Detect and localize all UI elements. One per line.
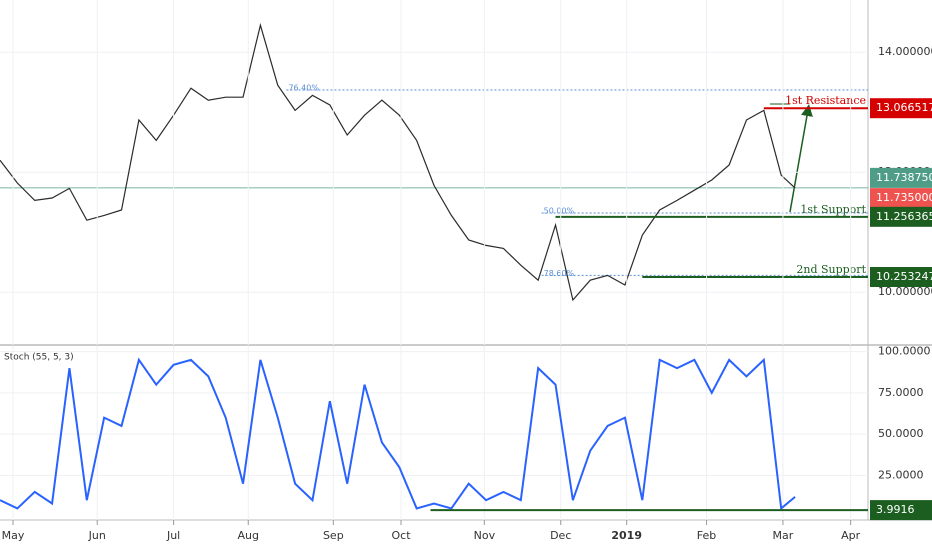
y-tick-label: 10.000000 xyxy=(878,285,932,298)
fib-label: 76.40% xyxy=(288,84,319,93)
level-label: 1st Resistance xyxy=(785,94,866,107)
x-tick-label: Aug xyxy=(238,529,259,542)
y-tick-label: 25.0000 xyxy=(878,468,924,481)
level-tag-label: 10.253247 xyxy=(876,270,932,283)
series-line xyxy=(0,357,796,511)
x-tick-label: Nov xyxy=(474,529,496,542)
y-tick-label: 75.0000 xyxy=(878,386,924,399)
y-tick-label: 14.000000 xyxy=(878,45,932,58)
level-tag xyxy=(870,267,932,288)
indicator-title: Stoch (55, 5, 3) xyxy=(4,353,74,363)
fib-label: 50.00% xyxy=(544,207,575,216)
level-label: 1st Support xyxy=(800,203,866,216)
series-line xyxy=(0,22,796,302)
x-tick-label: May xyxy=(2,529,25,542)
projection-arrow xyxy=(789,104,813,213)
fib-label: 78.60% xyxy=(544,269,575,278)
level-tag-label: 13.066517 xyxy=(876,101,932,114)
x-tick-label: Sep xyxy=(323,529,344,542)
x-tick-label: Apr xyxy=(841,529,861,542)
price-tag xyxy=(870,167,932,188)
level-label: 2nd Support xyxy=(796,263,866,276)
x-tick-label: Mar xyxy=(773,529,794,542)
x-tick-label: Jul xyxy=(166,529,180,542)
x-tick-label: Feb xyxy=(697,529,716,542)
x-tick-label: Oct xyxy=(392,529,412,542)
price-tag-label: 11.735000 xyxy=(876,191,932,204)
x-tick-label: Jun xyxy=(88,529,106,542)
level-tag-label: 11.256365 xyxy=(876,210,932,223)
level-tag xyxy=(870,98,932,119)
level-tag-label: 3.9916 xyxy=(876,503,915,516)
level-tag xyxy=(870,206,932,227)
y-tick-label: 50.0000 xyxy=(878,427,924,440)
price-tag xyxy=(870,188,932,209)
y-tick-label: 100.0000 xyxy=(878,345,931,358)
x-tick-label: 2019 xyxy=(611,529,642,542)
level-tag xyxy=(870,500,932,521)
x-tick-label: Dec xyxy=(550,529,571,542)
price-tag-label: 11.738750 xyxy=(876,171,932,184)
